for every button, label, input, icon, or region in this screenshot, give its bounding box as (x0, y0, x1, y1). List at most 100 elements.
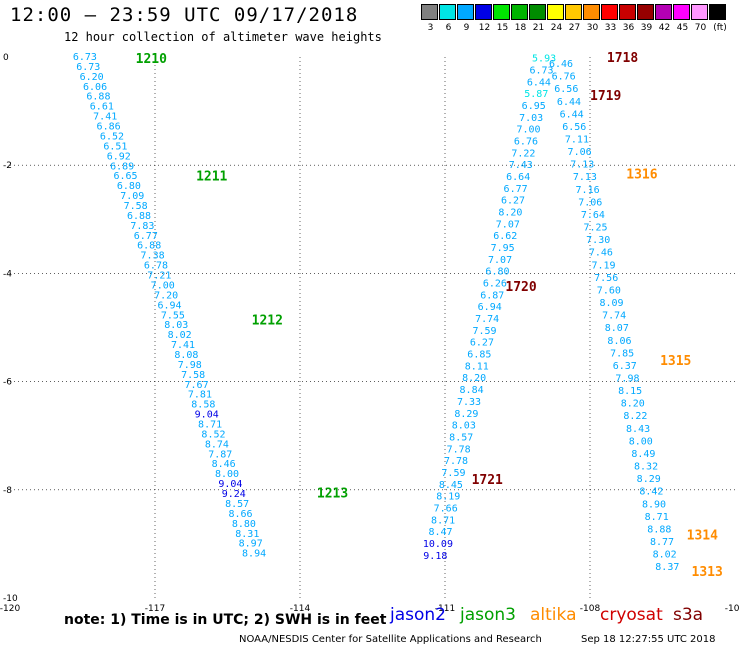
wave-height-reading: 8.42 (639, 487, 663, 498)
wave-height-reading: 8.88 (647, 524, 671, 535)
page-subtitle: 12 hour collection of altimeter wave hei… (64, 30, 382, 44)
wave-height-reading: 7.20 (154, 290, 178, 301)
pass-time-label: 1315 (660, 354, 691, 369)
legend-cryosat: cryosat (600, 605, 663, 625)
wave-height-reading: 6.88 (86, 92, 110, 103)
pass-time-label: 1212 (252, 313, 283, 328)
wave-height-reading: 8.84 (460, 385, 484, 396)
wave-height-reading: 6.88 (127, 211, 151, 222)
scale-label: 3 (427, 23, 434, 33)
wave-height-reading: 8.97 (239, 539, 263, 550)
y-tick-label: -6 (3, 378, 12, 388)
scale-label: 12 (478, 23, 491, 33)
scale-swatch (457, 4, 474, 20)
scale-swatch (493, 4, 510, 20)
wave-height-reading: 8.02 (653, 550, 677, 561)
wave-height-reading: 8.46 (212, 459, 236, 470)
wave-height-reading: 8.20 (621, 399, 645, 410)
wave-height-reading: 7.78 (444, 456, 468, 467)
generated-timestamp: Sep 18 12:27:55 UTC 2018 (581, 634, 716, 645)
scale-swatch (511, 4, 528, 20)
wave-height-reading: 9.04 (195, 410, 219, 421)
wave-height-reading: 8.77 (650, 537, 674, 548)
legend-altika: altika (530, 605, 577, 625)
wave-height-reading: 5.93 (532, 54, 556, 65)
wave-height-reading: 8.52 (201, 429, 225, 440)
wave-height-reading: 8.94 (242, 549, 266, 560)
wave-height-reading: 7.56 (594, 273, 618, 284)
wave-height-reading: 6.52 (100, 131, 124, 142)
wave-height-reading: 8.00 (629, 436, 653, 447)
wave-height-reading: 7.81 (188, 390, 212, 401)
scale-swatch (709, 4, 726, 20)
footnote: note: 1) Time is in UTC; 2) SWH is in fe… (64, 612, 387, 628)
wave-height-reading: 7.38 (141, 251, 165, 262)
track-altika: 6.466.766.566.446.446.567.117.067.137.13… (549, 59, 723, 580)
wave-height-reading: 8.22 (623, 411, 647, 422)
pass-time-label: 1313 (692, 565, 723, 580)
scale-label: 39 (640, 23, 653, 33)
wave-height-reading: 7.06 (568, 147, 592, 158)
wave-height-reading: 8.71 (645, 512, 669, 523)
wave-height-reading: 6.80 (485, 267, 509, 278)
scale-swatch (601, 4, 618, 20)
wave-height-reading: 7.58 (181, 370, 205, 381)
x-tick-label: -120 (0, 604, 20, 614)
pass-time-label: 1210 (136, 52, 167, 67)
y-tick-label: -4 (3, 269, 12, 279)
wave-height-reading: 7.85 (610, 348, 634, 359)
wave-height-reading: 6.26 (483, 279, 507, 290)
wave-height-reading: 7.00 (517, 125, 541, 136)
pass-time-label: 1721 (472, 473, 503, 488)
scale-label: 45 (676, 23, 689, 33)
scale-swatch (637, 4, 654, 20)
wave-height-reading: 8.20 (462, 373, 486, 384)
scale-unit: (ft) (713, 23, 727, 33)
altimeter-tracks: 6.736.736.206.066.886.617.416.866.526.51… (73, 51, 723, 580)
legend-jason2: jason2 (390, 605, 446, 625)
y-tick-label: -8 (3, 486, 12, 496)
wave-height-reading: 7.64 (581, 210, 605, 221)
wave-height-reading: 7.33 (457, 397, 481, 408)
wave-height-reading: 8.74 (205, 439, 229, 450)
wave-height-reading: 5.87 (524, 89, 548, 100)
legend-jason3: jason3 (460, 605, 516, 625)
wave-height-reading: 6.77 (134, 231, 158, 242)
scale-swatch (691, 4, 708, 20)
map-grid (10, 57, 735, 598)
wave-height-reading: 7.83 (130, 221, 154, 232)
wave-height-reading: 8.57 (449, 432, 473, 443)
wave-height-reading: 8.45 (439, 480, 463, 491)
scale-swatch (421, 4, 438, 20)
wave-height-reading: 6.88 (137, 241, 161, 252)
wave-height-reading: 8.15 (618, 386, 642, 397)
wave-height-reading: 7.11 (565, 135, 589, 146)
wave-height-reading: 7.06 (578, 197, 602, 208)
wave-height-reading: 6.76 (514, 136, 538, 147)
scale-label: 36 (622, 23, 635, 33)
wave-height-reading: 8.43 (626, 424, 650, 435)
wave-height-reading: 6.94 (478, 302, 502, 313)
scale-label: 15 (496, 23, 509, 33)
wave-height-reading: 8.29 (454, 409, 478, 420)
x-tick-label: -111 (435, 604, 455, 614)
wave-height-reading: 7.78 (447, 444, 471, 455)
scale-label: 9 (463, 23, 470, 33)
wave-height-reading: 6.87 (480, 290, 504, 301)
scale-swatch (583, 4, 600, 20)
wave-height-reading: 6.51 (103, 141, 127, 152)
wave-height-reading: 8.06 (607, 336, 631, 347)
track-s3a: 5.936.736.445.876.957.037.006.767.227.43… (423, 51, 639, 562)
wave-height-reading: 6.95 (522, 101, 546, 112)
y-tick-label: -2 (3, 161, 12, 171)
wave-height-reading: 7.59 (441, 468, 465, 479)
wave-height-reading: 8.29 (637, 474, 661, 485)
wave-height-reading: 6.65 (113, 171, 137, 182)
wave-height-reading: 6.85 (467, 350, 491, 361)
wave-height-reading: 10.09 (423, 539, 453, 550)
x-tick-label: -114 (290, 604, 311, 614)
wave-height-reading: 8.66 (229, 509, 253, 520)
scale-label: 27 (568, 23, 581, 33)
